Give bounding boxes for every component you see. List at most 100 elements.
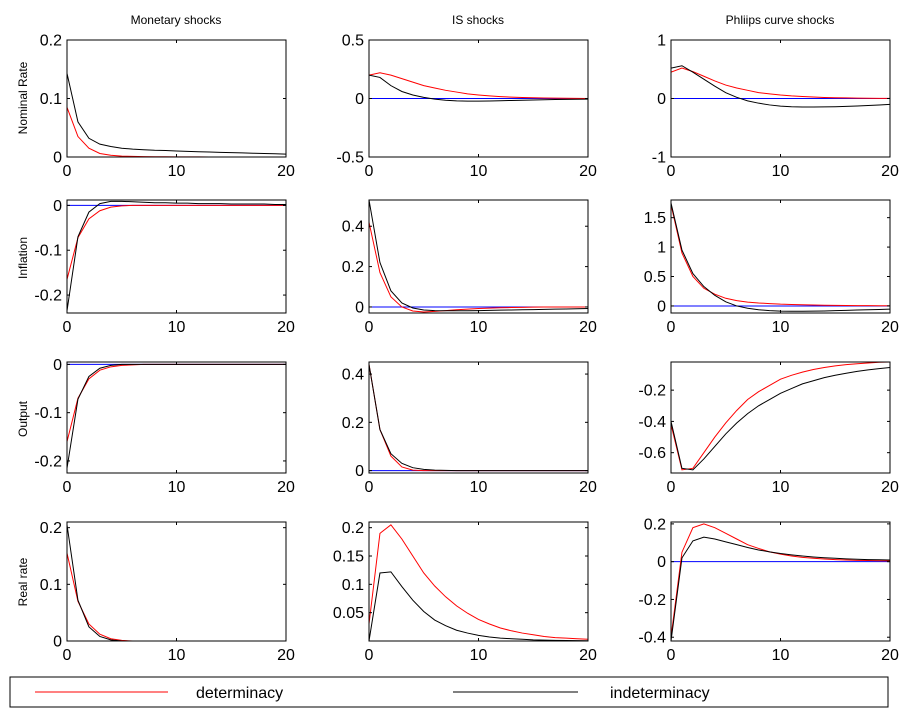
x-tick-label: 10 — [772, 163, 790, 180]
legend-label-determinacy: determinacy — [196, 685, 283, 702]
row-label-inflation: Inflation — [16, 237, 30, 279]
y-tick-label: -0.2 — [34, 288, 62, 305]
legend: determinacy indeterminacy — [9, 676, 889, 708]
subplot-r0-c1: 0 10 20-0.500.5 — [336, 33, 597, 181]
series-line-determinacy — [369, 524, 588, 640]
x-tick-label: 0 — [365, 479, 374, 496]
subplot-r1-c0: 0 10 20 -0.2 -0.1 0 — [34, 198, 295, 336]
series-line-determinacy — [671, 204, 890, 307]
y-tick-label: 0 — [657, 298, 666, 315]
x-tick-label: 10 — [470, 163, 488, 180]
y-tick-label: -0.1 — [34, 243, 62, 260]
series-line-indeterminacy — [671, 202, 890, 312]
x-tick-label: 20 — [881, 163, 899, 180]
x-tick-label: 0 — [365, 319, 374, 336]
x-tick-label: 10 — [772, 479, 790, 496]
row-labels: Nominal Rate Inflation Output Real rate — [16, 61, 30, 606]
column-title-phillips: Phliips curve shocks — [726, 13, 835, 27]
subplot-r3-c0: 0 10 20 0 0.1 0.2 — [40, 520, 295, 664]
x-tick-label: 20 — [579, 163, 597, 180]
x-tick-label: 10 — [772, 319, 790, 336]
x-tick-label: 0 — [63, 647, 72, 664]
y-tick-label: 0.5 — [644, 269, 666, 286]
y-tick-label: 0.15 — [333, 549, 364, 566]
y-tick-label: 0 — [657, 91, 666, 108]
x-tick-label: 0 — [365, 163, 374, 180]
subplot-r3-c2: 0 10 20 -0.4 -0.2 0 0.2 — [638, 516, 899, 664]
series-line-indeterminacy — [67, 73, 286, 155]
y-tick-label: 0 — [657, 554, 666, 571]
y-tick-label: 0.4 — [342, 367, 364, 384]
x-tick-label: 10 — [168, 163, 186, 180]
axes-box — [66, 39, 287, 158]
y-tick-label: 0.2 — [40, 33, 62, 50]
y-tick-label: 0.1 — [40, 91, 62, 108]
x-tick-label: 0 — [365, 647, 374, 664]
series-line-determinacy — [671, 362, 890, 471]
axes-box — [66, 521, 287, 642]
series-line-indeterminacy — [67, 524, 286, 641]
y-tick-label: 0.2 — [342, 259, 364, 276]
x-tick-label: 0 — [667, 319, 676, 336]
subplot-r2-c2: 0 10 20 -0.6 -0.4 -0.2 — [638, 361, 899, 496]
x-tick-label: 10 — [168, 647, 186, 664]
series-line-determinacy — [67, 107, 286, 157]
y-tick-label: 0.05 — [333, 605, 364, 622]
series-line-determinacy — [369, 364, 588, 472]
series-line-determinacy — [369, 72, 588, 99]
axes-box — [66, 361, 287, 474]
series-line-indeterminacy — [67, 363, 286, 469]
series-line-determinacy — [67, 204, 286, 280]
x-tick-label: 20 — [277, 479, 295, 496]
x-tick-label: 10 — [470, 647, 488, 664]
y-tick-label: 0 — [355, 463, 364, 480]
x-tick-label: 20 — [881, 647, 899, 664]
x-tick-label: 0 — [63, 163, 72, 180]
x-tick-label: 20 — [277, 163, 295, 180]
y-tick-label: 0.2 — [342, 520, 364, 537]
series-line-indeterminacy — [671, 536, 890, 641]
x-tick-label: 20 — [881, 479, 899, 496]
y-tick-label: 0.5 — [342, 33, 364, 50]
y-tick-label: 0 — [355, 91, 364, 108]
row-label-real-rate: Real rate — [16, 557, 30, 606]
series-line-indeterminacy — [671, 366, 890, 471]
series-line-determinacy — [671, 523, 890, 638]
y-tick-label: -0.4 — [638, 414, 666, 431]
series-line-determinacy — [671, 67, 890, 99]
x-tick-label: 10 — [772, 647, 790, 664]
axes-box — [670, 361, 891, 474]
subplot-r1-c2: 0 10 20 0 0.5 1 1.5 — [644, 199, 899, 336]
series-line-indeterminacy — [671, 65, 890, 108]
x-tick-label: 10 — [168, 479, 186, 496]
axes-box — [670, 199, 891, 314]
x-tick-label: 20 — [579, 319, 597, 336]
x-tick-label: 0 — [667, 163, 676, 180]
x-tick-label: 0 — [63, 319, 72, 336]
subplot-r1-c1: 0 10 20 0 0.2 0.4 — [342, 199, 597, 336]
x-tick-label: 10 — [168, 319, 186, 336]
series-line-indeterminacy — [369, 364, 588, 472]
x-tick-label: 10 — [470, 479, 488, 496]
column-titles: Monetary shocks IS shocks Phliips curve … — [131, 13, 835, 27]
y-tick-label: 0.1 — [342, 577, 364, 594]
y-tick-label: 0 — [53, 198, 62, 215]
axes-box — [66, 199, 287, 314]
column-title-monetary: Monetary shocks — [131, 13, 222, 27]
x-tick-label: 20 — [277, 319, 295, 336]
x-tick-label: 0 — [667, 479, 676, 496]
subplot-r0-c2: 0 10 20-101 — [652, 33, 899, 181]
series-line-determinacy — [67, 363, 286, 442]
series-line-indeterminacy — [369, 200, 588, 312]
y-tick-label: 0.2 — [644, 516, 666, 533]
y-tick-label: 1 — [657, 240, 666, 257]
x-tick-label: 20 — [579, 647, 597, 664]
x-tick-label: 0 — [667, 647, 676, 664]
y-tick-label: 0 — [53, 634, 62, 651]
x-tick-label: 20 — [277, 647, 295, 664]
x-tick-label: 10 — [470, 319, 488, 336]
axes-box — [670, 521, 891, 642]
y-tick-label: 0 — [53, 150, 62, 167]
y-tick-label: 1.5 — [644, 210, 666, 227]
y-tick-label: -0.4 — [638, 630, 666, 647]
